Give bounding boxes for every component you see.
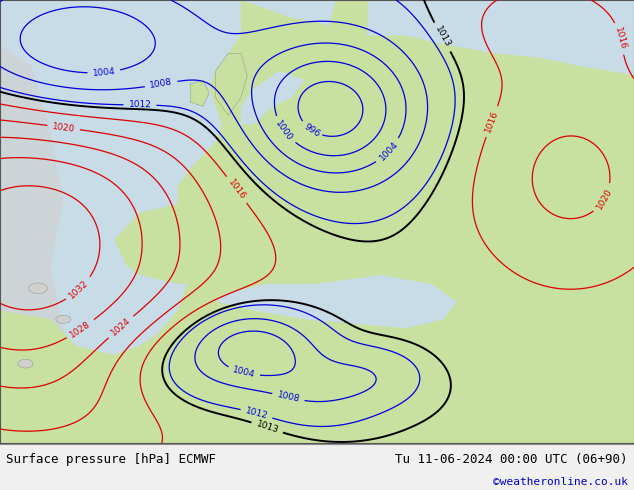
Text: Tu 11-06-2024 00:00 UTC (06+90): Tu 11-06-2024 00:00 UTC (06+90) xyxy=(395,453,628,466)
Text: 996: 996 xyxy=(302,122,322,139)
Text: 1000: 1000 xyxy=(274,119,294,143)
Text: 1020: 1020 xyxy=(595,187,614,211)
Text: 1004: 1004 xyxy=(377,140,399,163)
Text: 1008: 1008 xyxy=(149,78,173,91)
Text: 1016: 1016 xyxy=(613,26,628,51)
Polygon shape xyxy=(190,80,209,106)
Polygon shape xyxy=(56,315,71,323)
Text: 1020: 1020 xyxy=(52,122,75,133)
Polygon shape xyxy=(0,44,82,443)
Polygon shape xyxy=(114,204,216,284)
Text: 1013: 1013 xyxy=(433,25,452,49)
Text: ©weatheronline.co.uk: ©weatheronline.co.uk xyxy=(493,477,628,487)
Text: 1024: 1024 xyxy=(109,316,133,338)
Text: 1012: 1012 xyxy=(129,100,152,110)
Text: 1032: 1032 xyxy=(68,278,91,300)
Text: 1004: 1004 xyxy=(231,366,256,380)
Polygon shape xyxy=(317,0,368,67)
Polygon shape xyxy=(216,53,247,115)
Polygon shape xyxy=(29,283,48,294)
Polygon shape xyxy=(18,359,33,368)
Text: 1004: 1004 xyxy=(92,67,115,78)
Polygon shape xyxy=(216,275,456,328)
Polygon shape xyxy=(241,71,304,124)
Polygon shape xyxy=(0,0,634,443)
Text: 1012: 1012 xyxy=(244,406,269,421)
Text: 1016: 1016 xyxy=(226,178,247,202)
Text: Surface pressure [hPa] ECMWF: Surface pressure [hPa] ECMWF xyxy=(6,453,216,466)
Text: 1008: 1008 xyxy=(276,391,301,404)
Text: 1013: 1013 xyxy=(255,419,280,435)
Text: 1028: 1028 xyxy=(68,319,93,339)
Text: 1016: 1016 xyxy=(484,109,500,134)
